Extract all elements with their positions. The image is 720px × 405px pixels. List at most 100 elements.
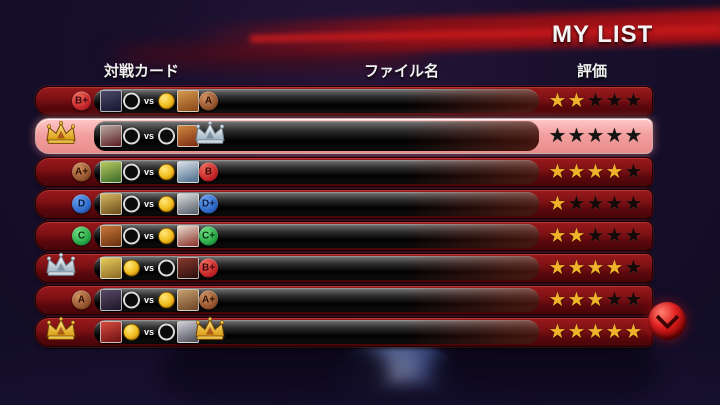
rank-crown-gold-icon <box>43 316 79 348</box>
rank-badge: B <box>199 162 218 182</box>
star-icon: ★ <box>586 257 605 279</box>
star-icon: ★ <box>605 161 624 183</box>
star-icon: ★ <box>624 225 643 247</box>
star-icon: ★ <box>548 289 567 311</box>
player2-portrait <box>177 289 199 311</box>
star-icon: ★ <box>605 321 624 343</box>
replay-row[interactable]: B+ vs A ★ ★ ★ ★ ★ <box>35 86 653 116</box>
star-icon: ★ <box>567 257 586 279</box>
result-indicator-right <box>158 291 175 309</box>
star-icon: ★ <box>567 161 586 183</box>
star-icon: ★ <box>586 125 605 147</box>
result-indicator-right <box>158 195 175 213</box>
replay-row[interactable]: A+ vs B ★ ★ ★ ★ ★ <box>35 157 653 187</box>
star-icon: ★ <box>624 125 643 147</box>
replay-row[interactable]: vs ★ ★ ★ ★ ★ <box>35 118 653 154</box>
rank-badge: D+ <box>199 194 218 214</box>
player1-portrait <box>100 90 122 112</box>
result-indicator-left <box>123 195 140 213</box>
player1-portrait <box>100 321 122 343</box>
vs-label: vs <box>143 231 154 241</box>
background-silhouette-center <box>290 384 520 405</box>
star-icon: ★ <box>624 193 643 215</box>
column-header-file-name: ファイル名 <box>364 63 440 80</box>
rank-badge: A <box>199 91 218 111</box>
page-title: MY LIST <box>552 21 654 48</box>
star-icon: ★ <box>567 125 586 147</box>
player1-portrait <box>100 161 122 183</box>
star-icon: ★ <box>548 90 567 112</box>
star-icon: ★ <box>624 161 643 183</box>
player1-portrait <box>100 257 122 279</box>
star-icon: ★ <box>586 289 605 311</box>
result-indicator-right <box>158 323 175 341</box>
result-indicator-left <box>123 259 140 277</box>
rank-crown-gold-icon <box>43 120 79 152</box>
vs-label: vs <box>143 199 154 209</box>
rank-badge: A <box>72 290 91 310</box>
player2-portrait <box>177 193 199 215</box>
rank-crown-silver-icon <box>43 252 79 284</box>
rank-crown-gold-icon <box>192 316 228 348</box>
replay-row[interactable]: vs B+ ★ ★ ★ ★ ★ <box>35 252 653 284</box>
vs-label: vs <box>143 167 154 177</box>
star-icon: ★ <box>586 161 605 183</box>
player2-portrait <box>177 161 199 183</box>
column-header-match-card: 対戦カード <box>104 63 180 80</box>
column-header-rating: 評価 <box>577 63 608 80</box>
player2-portrait <box>177 257 199 279</box>
star-icon: ★ <box>567 90 586 112</box>
rating-stars: ★ ★ ★ ★ ★ <box>548 162 643 182</box>
replay-row[interactable]: vs ★ ★ ★ ★ ★ <box>35 316 653 348</box>
star-icon: ★ <box>605 257 624 279</box>
rank-badge: A+ <box>199 290 218 310</box>
player1-portrait <box>100 225 122 247</box>
star-icon: ★ <box>567 225 586 247</box>
star-icon: ★ <box>548 225 567 247</box>
result-indicator-left <box>123 291 140 309</box>
star-icon: ★ <box>567 289 586 311</box>
rating-stars: ★ ★ ★ ★ ★ <box>548 226 643 246</box>
rank-crown-silver-icon <box>192 120 228 152</box>
player2-portrait <box>177 90 199 112</box>
rank-badge: B+ <box>199 258 218 278</box>
vs-label: vs <box>143 263 154 273</box>
result-indicator-right <box>158 92 175 110</box>
rank-badge: B+ <box>72 91 91 111</box>
star-icon: ★ <box>548 161 567 183</box>
star-icon: ★ <box>624 289 643 311</box>
rank-badge: A+ <box>72 162 91 182</box>
result-indicator-right <box>158 227 175 245</box>
star-icon: ★ <box>624 257 643 279</box>
player1-portrait <box>100 289 122 311</box>
star-icon: ★ <box>567 193 586 215</box>
star-icon: ★ <box>586 193 605 215</box>
result-indicator-left <box>123 323 140 341</box>
rating-stars: ★ ★ ★ ★ ★ <box>548 194 643 214</box>
star-icon: ★ <box>624 90 643 112</box>
chevron-down-icon <box>654 305 680 330</box>
star-icon: ★ <box>548 321 567 343</box>
star-icon: ★ <box>605 225 624 247</box>
result-indicator-right <box>158 127 175 145</box>
star-icon: ★ <box>548 125 567 147</box>
star-icon: ★ <box>586 225 605 247</box>
star-icon: ★ <box>605 193 624 215</box>
result-indicator-left <box>123 163 140 181</box>
result-indicator-left <box>123 92 140 110</box>
vs-label: vs <box>143 131 154 141</box>
player1-portrait <box>100 125 122 147</box>
scroll-down-indicator[interactable] <box>648 302 686 340</box>
star-icon: ★ <box>624 321 643 343</box>
star-icon: ★ <box>605 125 624 147</box>
result-indicator-right <box>158 163 175 181</box>
rank-badge: C+ <box>199 226 218 246</box>
star-icon: ★ <box>586 321 605 343</box>
player1-portrait <box>100 193 122 215</box>
vs-label: vs <box>143 327 154 337</box>
